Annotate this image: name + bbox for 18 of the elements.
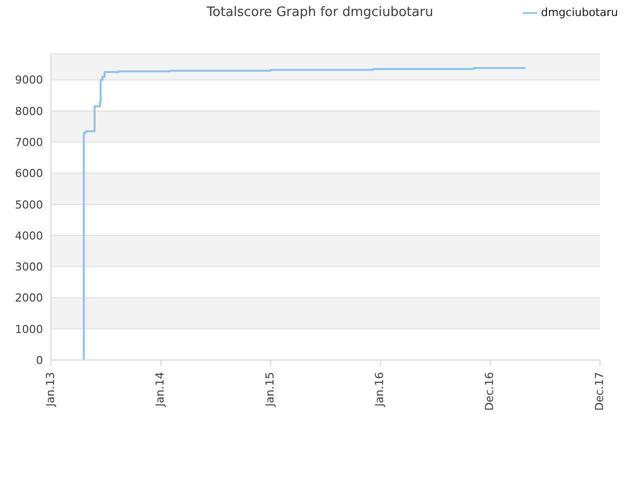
y-tick-label: 2000 bbox=[15, 292, 43, 305]
x-tick-label: Jan.14 bbox=[154, 372, 167, 408]
x-tick-label: Dec.16 bbox=[483, 372, 496, 411]
y-tick-label: 4000 bbox=[15, 229, 43, 242]
y-tick-label: 5000 bbox=[15, 198, 43, 212]
y-tick-label: 7000 bbox=[15, 136, 43, 149]
y-tick-label: 8000 bbox=[15, 104, 43, 118]
y-tick-label: 3000 bbox=[15, 260, 43, 274]
legend-label: dmgciubotaru bbox=[540, 6, 618, 20]
y-tick-label: 0 bbox=[36, 354, 43, 367]
chart-title: Totalscore Graph for dmgciubotaru bbox=[206, 5, 434, 20]
y-tick-label: 6000 bbox=[15, 167, 43, 180]
x-tick-label: Jan.15 bbox=[263, 372, 276, 408]
x-tick-label: Dec.17 bbox=[592, 372, 606, 411]
y-tick-label: 9000 bbox=[15, 74, 43, 87]
x-tick-label: Jan.16 bbox=[373, 372, 386, 408]
x-tick-label: Jan.13 bbox=[44, 372, 57, 408]
y-tick-label: 1000 bbox=[15, 322, 43, 336]
